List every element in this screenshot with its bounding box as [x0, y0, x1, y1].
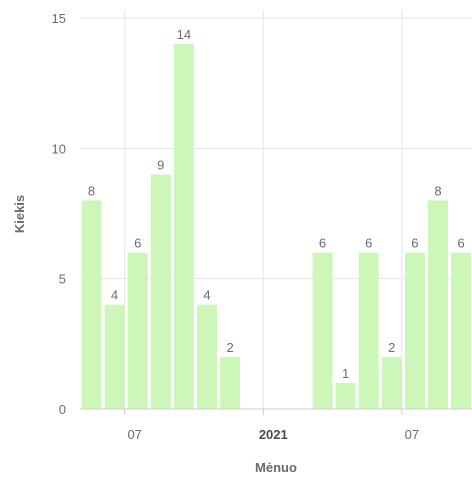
- bar-data-label: 1: [342, 366, 349, 381]
- bar[interactable]: [173, 44, 194, 410]
- bar-data-label: 6: [319, 236, 326, 251]
- x-tick-label: 07: [405, 427, 419, 442]
- x-tick-label: 2021: [259, 427, 288, 442]
- bar[interactable]: [428, 200, 448, 409]
- bar-data-label: 8: [434, 183, 441, 198]
- bar[interactable]: [220, 356, 241, 409]
- axes: 0 5 10 15 07 2021 07: [52, 11, 472, 442]
- bar[interactable]: [335, 382, 356, 409]
- y-tick-label: 0: [59, 402, 66, 417]
- bar[interactable]: [358, 252, 379, 409]
- y-tick-label: 10: [52, 141, 66, 156]
- bar[interactable]: [451, 252, 472, 409]
- x-tick-label: 07: [127, 427, 141, 442]
- bar-data-label: 9: [157, 157, 164, 172]
- bar[interactable]: [104, 304, 125, 409]
- bar-data-label: 2: [388, 340, 395, 355]
- y-tick-label: 5: [59, 272, 66, 287]
- bar[interactable]: [312, 252, 333, 409]
- bar-data-label: 6: [411, 236, 418, 251]
- data-labels: 8 4 6 9 14 4 2 6 1 6 2 6 8 6: [88, 27, 465, 381]
- bar-data-label: 6: [134, 236, 141, 251]
- bars: [81, 44, 472, 410]
- bar-data-label: 6: [457, 236, 464, 251]
- bar[interactable]: [404, 252, 425, 409]
- bar-data-label: 4: [203, 288, 210, 303]
- x-axis-title: Mėnuo: [255, 460, 297, 475]
- bar[interactable]: [197, 304, 217, 409]
- bar-data-label: 4: [111, 288, 118, 303]
- y-axis-title: Kiekis: [12, 195, 27, 233]
- bar[interactable]: [150, 174, 171, 409]
- bar-data-label: 8: [88, 183, 95, 198]
- y-tick-label: 15: [52, 11, 66, 26]
- bar[interactable]: [81, 200, 102, 409]
- bar[interactable]: [381, 356, 402, 409]
- bar-data-label: 14: [177, 27, 191, 42]
- bar[interactable]: [127, 252, 148, 409]
- bar-data-label: 2: [226, 340, 233, 355]
- bar-data-label: 6: [365, 236, 372, 251]
